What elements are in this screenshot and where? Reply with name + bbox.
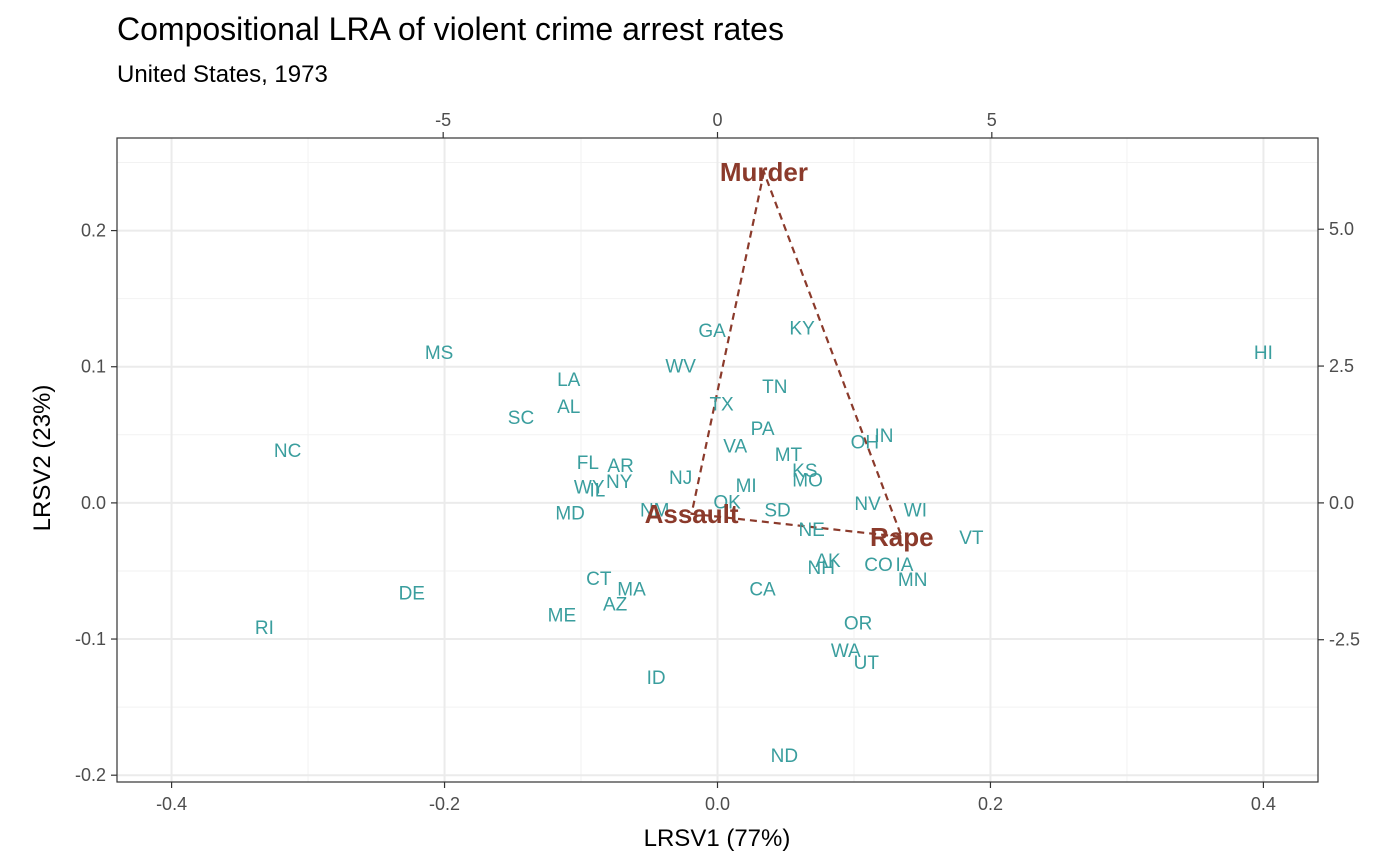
y2-tick-label: 5.0 — [1329, 219, 1354, 239]
point-label-ok: OK — [713, 493, 741, 514]
point-label-de: DE — [399, 584, 425, 605]
point-label-wv: WV — [665, 356, 696, 377]
point-label-ia: IA — [895, 555, 913, 576]
point-label-wi: WI — [904, 501, 927, 522]
point-label-mn: MN — [898, 570, 928, 591]
x-tick-label: -0.4 — [156, 794, 187, 814]
x-tick-label: -0.2 — [429, 794, 460, 814]
point-label-nv: NV — [854, 494, 881, 515]
point-label-ar: AR — [607, 456, 633, 477]
point-label-ms: MS — [425, 343, 454, 364]
point-label-nm: NM — [640, 501, 670, 522]
point-label-tx: TX — [709, 394, 734, 415]
variable-label-rape: Rape — [870, 522, 934, 552]
point-label-nd: ND — [771, 746, 798, 767]
point-label-pa: PA — [751, 419, 775, 440]
point-label-ga: GA — [698, 321, 726, 342]
point-label-la: LA — [557, 370, 581, 391]
point-label-ca: CA — [749, 580, 776, 601]
x-tick-label: 0.2 — [978, 794, 1003, 814]
y-tick-label: 0.1 — [81, 357, 106, 377]
point-label-ak: AK — [815, 551, 841, 572]
point-label-az: AZ — [603, 595, 628, 616]
point-label-ut: UT — [854, 653, 880, 674]
point-label-vt: VT — [959, 528, 984, 549]
y-tick-label: 0.2 — [81, 221, 106, 241]
variable-triangle — [690, 168, 904, 539]
x2-tick-label: -5 — [435, 110, 451, 130]
point-label-ri: RI — [255, 618, 274, 639]
point-label-or: OR — [844, 614, 873, 635]
y2-tick-label: -2.5 — [1329, 630, 1360, 650]
x-axis-title: LRSV1 (77%) — [644, 825, 791, 852]
point-label-nc: NC — [274, 441, 301, 462]
point-label-hi: HI — [1254, 343, 1273, 364]
point-label-nj: NJ — [669, 468, 692, 489]
y-axis-title: LRSV2 (23%) — [29, 385, 56, 532]
point-label-mo: MO — [792, 471, 823, 492]
point-label-ky: KY — [789, 318, 815, 339]
point-label-il: IL — [589, 480, 605, 501]
variable-labels: Murder Assault Rape — [645, 157, 934, 552]
variable-label-assault: Assault — [645, 499, 739, 529]
x2-tick-label: 5 — [987, 110, 997, 130]
axes: -0.4 -0.2 0.0 0.2 0.4 -0.2 -0.1 0.0 0.1 0.2 -5 0 5 -2… — [75, 110, 1360, 814]
y-tick-label: -0.2 — [75, 765, 106, 785]
point-label-ne: NE — [798, 520, 824, 541]
point-label-md: MD — [555, 503, 585, 524]
point-label-oh: OH — [851, 433, 880, 454]
point-label-sd: SD — [764, 501, 790, 522]
point-label-fl: FL — [577, 453, 599, 474]
point-label-al: AL — [557, 397, 580, 418]
variable-label-murder: Murder — [720, 157, 808, 187]
point-label-ks: KS — [792, 461, 817, 482]
point-label-id: ID — [647, 668, 666, 689]
point-label-ma: MA — [617, 580, 646, 601]
point-label-in: IN — [875, 426, 894, 447]
y-tick-label: 0.0 — [81, 493, 106, 513]
chart-title: Compositional LRA of violent crime arres… — [117, 11, 784, 47]
grid-lines — [117, 138, 1318, 782]
x2-tick-label: 0 — [712, 110, 722, 130]
point-label-me: ME — [548, 606, 577, 627]
point-label-va: VA — [723, 437, 747, 458]
point-label-co: CO — [864, 555, 893, 576]
variable-polygon — [690, 168, 904, 539]
point-label-nh: NH — [807, 558, 834, 579]
point-label-wy: WY — [574, 478, 605, 499]
x-tick-label: 0.4 — [1251, 794, 1276, 814]
y-tick-label: -0.1 — [75, 629, 106, 649]
point-label-ct: CT — [586, 569, 612, 590]
x-tick-label: 0.0 — [705, 794, 730, 814]
point-label-wa: WA — [831, 641, 861, 662]
point-label-mt: MT — [775, 445, 803, 466]
y2-tick-label: 2.5 — [1329, 356, 1354, 376]
y2-tick-label: 0.0 — [1329, 493, 1354, 513]
chart-subtitle: United States, 1973 — [117, 61, 328, 88]
point-label-tn: TN — [762, 377, 787, 398]
point-label-ny: NY — [606, 472, 633, 493]
point-label-sc: SC — [508, 408, 534, 429]
point-label-mi: MI — [736, 476, 757, 497]
